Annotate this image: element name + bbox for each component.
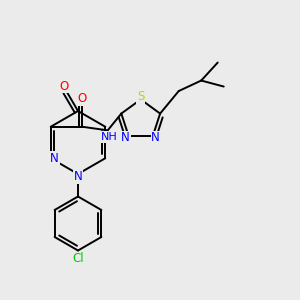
Text: S: S xyxy=(137,90,144,103)
Text: NH: NH xyxy=(101,132,118,142)
Text: Cl: Cl xyxy=(72,252,84,266)
Text: N: N xyxy=(122,131,130,144)
Text: N: N xyxy=(151,131,160,144)
Text: O: O xyxy=(78,92,87,105)
Text: N: N xyxy=(74,170,82,183)
Text: N: N xyxy=(50,152,59,165)
Text: O: O xyxy=(60,80,69,93)
